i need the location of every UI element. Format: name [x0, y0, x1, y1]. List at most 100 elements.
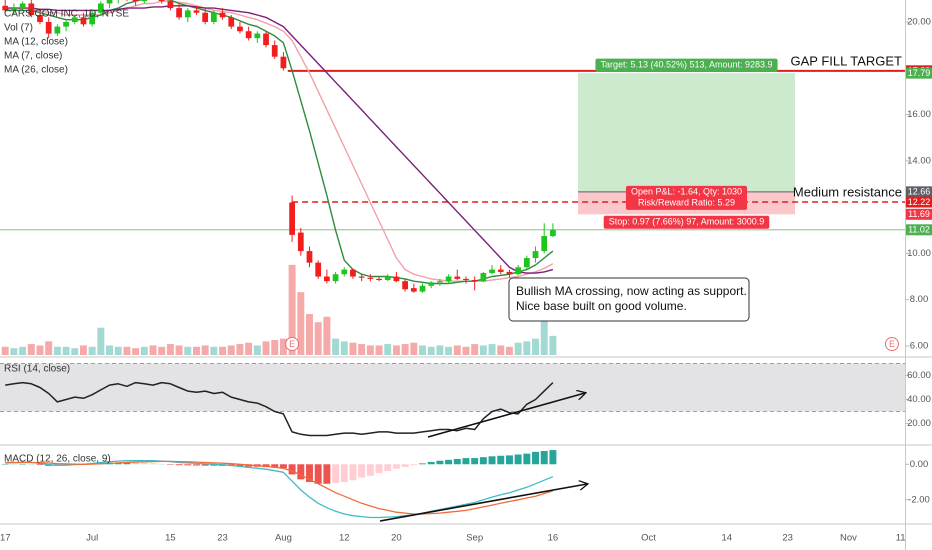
macd-histogram-bar	[349, 464, 357, 481]
position-label-text: Target: 5.13 (40.52%) 513, Amount: 9283.…	[600, 60, 772, 70]
candle-body	[324, 276, 330, 282]
candle-body	[106, 0, 113, 4]
candle-body	[80, 17, 87, 25]
volume-bar	[349, 342, 357, 355]
volume-bar	[140, 346, 148, 355]
macd-histogram-bar	[297, 464, 305, 480]
volume-bar	[236, 344, 244, 355]
x-tick-label: Sep	[466, 533, 483, 544]
candle-body	[297, 232, 304, 252]
macd-histogram-bar	[497, 455, 505, 465]
volume-bar	[532, 338, 540, 355]
candle-body	[184, 10, 191, 18]
candle-body	[176, 8, 182, 18]
rsi-title: RSI (14, close)	[4, 364, 70, 375]
candle-body	[437, 281, 443, 283]
volume-bar	[19, 346, 27, 355]
macd-histogram-bar	[10, 464, 18, 465]
candle-body	[350, 269, 356, 277]
volume-bar	[53, 346, 61, 355]
candle-body	[37, 15, 43, 22]
volume-bar	[375, 345, 383, 355]
position-label-text: Stop: 0.97 (7.66%) 97, Amount: 3000.9	[609, 217, 765, 227]
volume-bar	[323, 316, 331, 355]
macd-histogram-bar	[392, 464, 400, 469]
earnings-label: E	[289, 339, 295, 349]
candle-body	[11, 8, 17, 11]
rsi-pane	[0, 363, 905, 437]
candle-body	[332, 274, 339, 282]
candle-body	[428, 282, 435, 286]
y-tick-label: 14.00	[907, 155, 931, 166]
candle-body	[89, 12, 96, 25]
macd-histogram-bar	[306, 464, 313, 483]
candle-body	[480, 273, 487, 282]
macd-histogram-bar	[427, 461, 435, 465]
candle-body	[271, 45, 278, 57]
candle-body	[489, 269, 495, 274]
candle-body	[71, 17, 78, 22]
volume-bar	[479, 345, 487, 355]
volume-bar	[366, 345, 374, 355]
candle-body	[202, 12, 209, 22]
candle-body	[263, 33, 269, 46]
price-tag	[906, 224, 932, 236]
y-tick-label: 20.00	[907, 17, 931, 28]
candle-body	[132, 0, 139, 2]
macd-histogram-bar	[236, 464, 244, 467]
legend-ma: MA (7, close)	[4, 51, 62, 62]
candle-body	[358, 276, 365, 278]
price-tag-label: 12.22	[908, 197, 931, 207]
candle-body	[45, 21, 52, 34]
macd-title: MACD (12, 26, close, 9)	[4, 454, 111, 465]
volume-bar	[505, 346, 513, 355]
macd-histogram-bar	[358, 464, 366, 478]
candle-body	[289, 202, 295, 235]
macd-histogram-bar	[1, 463, 9, 465]
volume-bar	[410, 342, 418, 355]
volume-bar	[419, 345, 426, 355]
x-tick-label: 11	[896, 533, 906, 544]
macd-histogram-bar	[323, 464, 331, 484]
position-label-text: Risk/Reward Ratio: 5.29	[638, 198, 735, 208]
symbol-title: CARS COM INC, 1D, NYSE	[4, 9, 129, 20]
x-tick-label: Oct	[641, 533, 656, 544]
callout-text: Bullish MA crossing, now acting as suppo…	[516, 284, 747, 298]
x-tick-label: 15	[165, 533, 176, 544]
earnings-label: E	[889, 339, 895, 349]
volume-bar	[88, 346, 96, 355]
candle-body	[463, 278, 469, 281]
candle-body	[158, 0, 165, 2]
x-tick-label: 12	[339, 533, 350, 544]
y-tick-label: -2.00	[908, 494, 930, 505]
candle-body	[471, 280, 478, 282]
moving-average	[5, 0, 554, 285]
volume-bar	[27, 344, 35, 355]
macd-histogram-bar	[419, 463, 426, 465]
x-tick-label: 23	[782, 533, 793, 544]
volume-bar	[227, 345, 235, 355]
macd-histogram-bar	[384, 464, 392, 472]
candle-body	[193, 10, 200, 13]
volume-bar	[306, 314, 313, 355]
volume-bar	[445, 346, 453, 355]
macd-histogram-bar	[192, 464, 200, 466]
macd-histogram-bar	[436, 460, 444, 465]
volume-bar	[184, 346, 192, 355]
legend-volume: Vol (7)	[4, 23, 33, 34]
x-tick-label: 17	[0, 533, 11, 544]
volume-bar	[201, 345, 209, 355]
candle-body	[454, 276, 461, 279]
macd-histogram-bar	[471, 458, 479, 465]
volume-bar	[488, 344, 496, 355]
macd-histogram-bar	[123, 462, 131, 465]
earnings-marker	[884, 337, 899, 351]
macd-pane	[1, 450, 557, 519]
volume-bar	[36, 345, 44, 355]
volume-bar	[471, 344, 479, 355]
macd-histogram-bar	[210, 464, 218, 466]
macd-histogram-bar	[514, 454, 522, 465]
y-tick-label: 60.00	[907, 370, 931, 381]
macd-trend-arrow	[379, 484, 587, 522]
price-tag-label: 11.02	[908, 225, 930, 235]
